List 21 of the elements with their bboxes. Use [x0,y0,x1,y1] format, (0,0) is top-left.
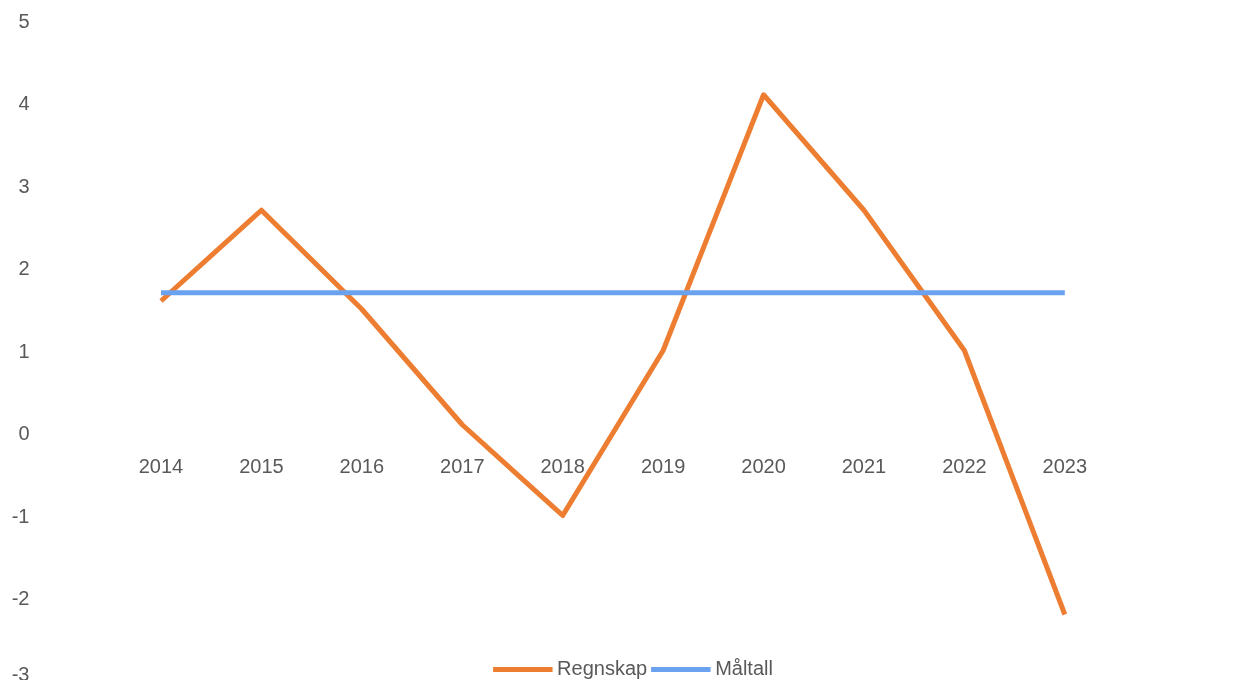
y-tick-label: 3 [18,174,30,197]
y-tick-label: 0 [18,422,30,444]
x-tick-label: 2020 [741,455,786,477]
y-tick-label: 5 [18,9,30,32]
x-tick-label: 2017 [440,455,485,477]
y-tick-label: -2 [11,587,30,609]
y-tick-label: -1 [11,504,30,527]
x-tick-label: 2015 [239,455,284,477]
y-tick-label: 1 [18,339,30,362]
y-tick-label: -3 [11,662,30,685]
x-tick-label: 2018 [540,455,585,477]
x-tick-label: 2019 [640,455,686,477]
y-tick-label: 2 [18,257,30,279]
y-tick-label: 4 [18,92,30,114]
x-tick-label: 2016 [339,455,385,477]
x-tick-label: 2021 [841,455,887,477]
legend-label: Regnskap [557,657,648,680]
x-tick-label: 2023 [1042,455,1088,477]
x-tick-label: 2022 [942,455,987,477]
legend-label: Måltall [715,657,773,680]
x-tick-label: 2014 [138,455,184,477]
